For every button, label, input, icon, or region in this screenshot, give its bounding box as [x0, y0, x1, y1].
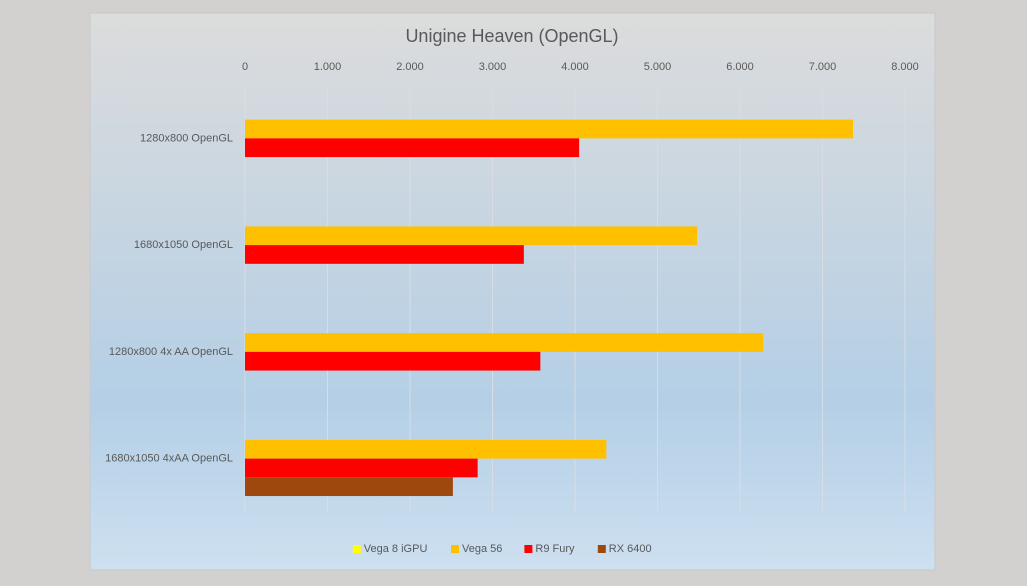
y-tick-label: 1280x800 4x AA OpenGL: [109, 346, 233, 358]
legend-label: Vega 56: [462, 543, 502, 555]
y-tick-label: 1680x1050 OpenGL: [134, 239, 233, 251]
bar: [245, 458, 478, 478]
legend-swatch: [524, 545, 533, 553]
bar: [245, 477, 453, 497]
x-tick-label: 5.000: [644, 61, 672, 73]
legend-label: RX 6400: [609, 543, 652, 555]
chart-panel: [89, 12, 936, 571]
legend-swatch: [597, 545, 606, 553]
bar: [245, 439, 607, 459]
bar: [245, 351, 541, 371]
x-tick-label: 7.000: [809, 61, 837, 73]
y-tick-label: 1680x1050 4xAA OpenGL: [105, 453, 233, 465]
x-tick-label: 2.000: [396, 61, 424, 73]
legend-label: R9 Fury: [535, 543, 575, 555]
x-tick-label: 6.000: [726, 61, 754, 73]
legend-swatch: [352, 545, 361, 553]
legend-swatch: [451, 545, 459, 553]
bar: [245, 138, 580, 158]
x-tick-label: 3.000: [479, 61, 507, 73]
legend-label: Vega 8 iGPU: [364, 543, 428, 555]
x-tick-label: 1.000: [314, 61, 342, 73]
bar: [245, 333, 764, 352]
y-tick-label: 1280x800 OpenGL: [140, 132, 233, 144]
bar: [245, 119, 854, 139]
chart-title: Unigine Heaven (OpenGL): [405, 26, 618, 46]
x-tick-label: 8.000: [891, 61, 919, 73]
bar: [245, 245, 524, 264]
x-tick-label: 4.000: [561, 61, 589, 73]
x-tick-label: 0: [242, 61, 248, 73]
bar: [245, 226, 698, 246]
